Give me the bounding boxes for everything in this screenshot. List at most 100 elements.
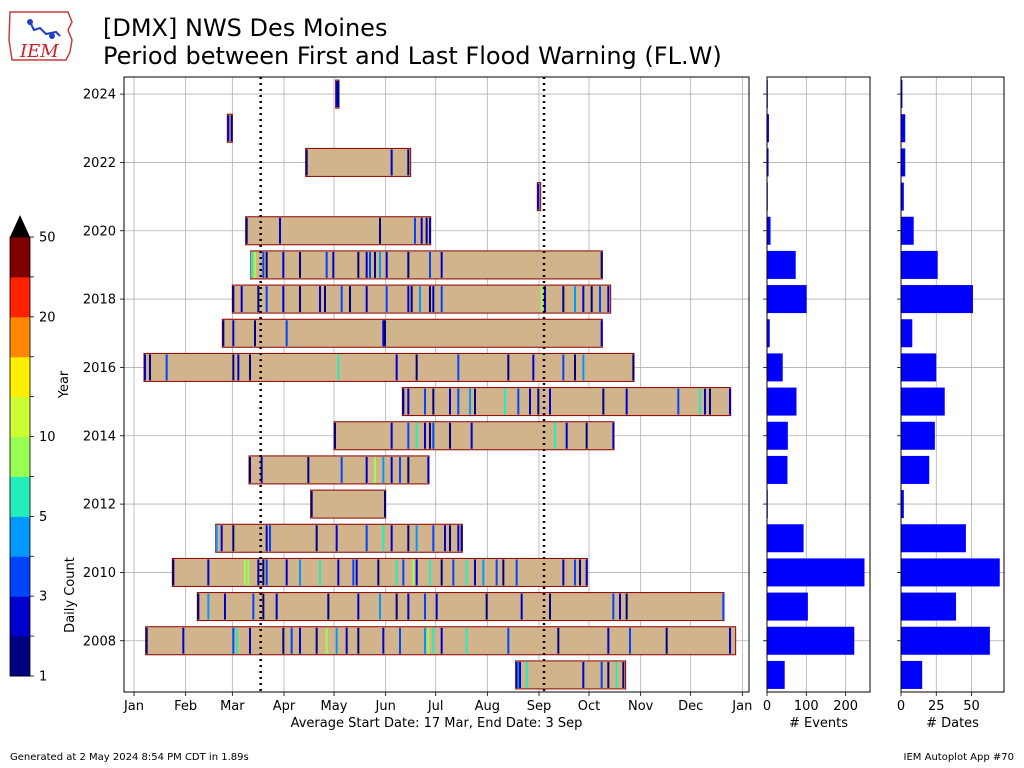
period-bar — [143, 352, 635, 382]
events-bar — [767, 319, 770, 348]
warning-day-mark — [537, 183, 540, 210]
warning-day-mark — [335, 81, 338, 108]
warning-day-mark — [579, 559, 581, 586]
warning-day-mark — [520, 593, 523, 620]
y-tick-label: 2008 — [83, 634, 116, 649]
events-bar — [767, 114, 769, 143]
warning-day-mark — [407, 593, 410, 620]
colorbar-tick-label: 5 — [39, 510, 47, 525]
warning-day-mark — [232, 525, 235, 552]
warning-day-mark — [449, 422, 451, 449]
warning-day-mark — [432, 525, 435, 552]
timeline-axes: Jan Feb Mar Apr May Jun Jul Aug Sep Oct Nov Dec Jan 2… — [57, 76, 752, 731]
dates-bar — [901, 524, 966, 553]
warning-day-mark — [399, 456, 401, 483]
dates-bar — [901, 182, 904, 211]
warning-day-mark — [612, 422, 615, 449]
dates-bar — [901, 285, 973, 314]
footer-generated: Generated at 2 May 2024 8:54 PM CDT in 1… — [10, 752, 249, 763]
dates-x-tick-label: 0 — [897, 699, 905, 714]
dates-bar — [901, 387, 945, 416]
dates-bar — [901, 80, 903, 109]
colorbar-tick-label: 10 — [39, 430, 56, 445]
period-bar — [250, 250, 603, 280]
warning-day-mark — [382, 627, 385, 654]
warning-day-mark — [285, 559, 288, 586]
warning-day-mark — [382, 320, 385, 347]
colorbar-tick-label: 3 — [39, 590, 47, 605]
warning-day-mark — [265, 559, 268, 586]
x-tick-label: Feb — [174, 699, 197, 714]
warning-day-mark — [412, 559, 415, 586]
warning-day-mark — [574, 286, 576, 313]
warning-day-mark — [390, 456, 393, 483]
warning-day-mark — [585, 422, 588, 449]
warning-day-mark — [482, 559, 485, 586]
warning-day-mark — [237, 354, 240, 381]
timeline-frame — [123, 76, 750, 693]
warning-day-mark — [449, 525, 451, 552]
period-bar — [221, 318, 603, 348]
warning-day-mark — [365, 456, 368, 483]
warning-day-mark — [435, 593, 438, 620]
dates-frame — [900, 76, 1005, 693]
warning-day-mark — [299, 559, 301, 586]
colorbar-label: Daily Count — [63, 557, 78, 633]
events-x-axis-label: # Events — [789, 716, 848, 731]
warning-day-mark — [407, 422, 410, 449]
warning-day-mark — [279, 217, 281, 244]
dates-bar — [901, 216, 914, 245]
warning-day-mark — [144, 354, 146, 381]
warning-day-mark — [407, 456, 410, 483]
warning-day-mark — [602, 388, 605, 415]
warning-day-mark — [365, 286, 368, 313]
warning-day-mark — [332, 251, 335, 278]
warning-day-mark — [377, 559, 380, 586]
y-tick-label: 2016 — [83, 361, 116, 376]
warning-day-mark — [429, 559, 431, 586]
events-axes: 0 100 200 # Events — [763, 76, 871, 731]
warning-day-mark — [325, 627, 328, 654]
warning-day-mark — [517, 388, 520, 415]
warning-day-mark — [390, 149, 393, 176]
warning-day-mark — [395, 354, 398, 381]
warning-day-mark — [419, 286, 421, 313]
x-tick-label: Oct — [578, 699, 600, 714]
warning-day-mark — [429, 251, 431, 278]
warning-day-mark — [249, 354, 251, 381]
events-x-tick-label: 0 — [763, 699, 771, 714]
x-tick-label: May — [321, 699, 348, 714]
warning-day-mark — [334, 422, 336, 449]
warning-day-mark — [232, 320, 235, 347]
warning-day-mark — [440, 559, 443, 586]
warning-day-mark — [495, 559, 498, 586]
warning-day-mark — [615, 661, 618, 688]
warning-day-mark — [265, 286, 268, 313]
period-bar — [310, 489, 387, 519]
period-bar — [401, 387, 732, 417]
warning-day-mark — [502, 559, 505, 586]
warning-day-mark — [207, 559, 210, 586]
warning-day-mark — [244, 559, 246, 586]
x-tick-label: Jul — [427, 699, 444, 714]
warning-day-mark — [432, 286, 435, 313]
period-bar — [305, 147, 412, 177]
warning-day-mark — [429, 422, 431, 449]
warning-day-mark — [729, 388, 731, 415]
warning-day-mark — [384, 320, 386, 347]
events-frame — [766, 76, 871, 693]
warning-day-mark — [722, 593, 725, 620]
warning-day-mark — [562, 354, 565, 381]
warning-day-mark — [519, 661, 521, 688]
warning-day-mark — [582, 286, 585, 313]
warning-day-mark — [340, 286, 343, 313]
events-x-tick-label: 100 — [794, 699, 819, 714]
warning-day-mark — [407, 286, 410, 313]
warning-day-mark — [379, 593, 381, 620]
warning-day-mark — [622, 661, 625, 688]
warning-day-mark — [379, 217, 381, 244]
dates-bar — [901, 421, 935, 450]
warning-day-mark — [399, 627, 401, 654]
warning-day-mark — [607, 661, 610, 688]
warning-day-mark — [262, 251, 265, 278]
